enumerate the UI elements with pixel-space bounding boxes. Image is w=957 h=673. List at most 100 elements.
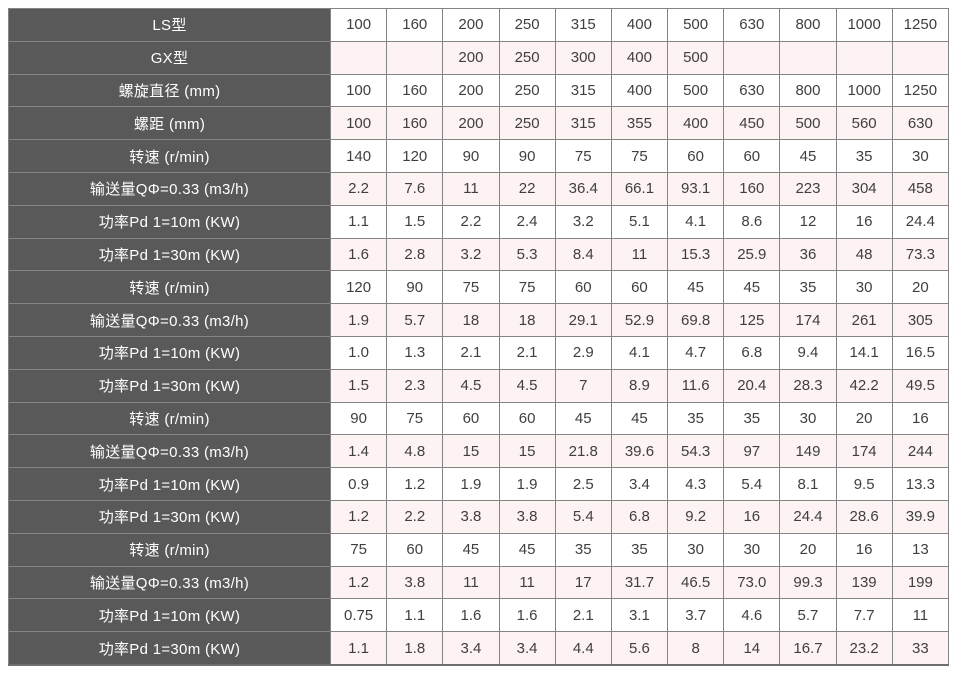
data-cell: 200 (442, 106, 500, 141)
data-cell: 5.7 (779, 598, 837, 633)
data-cell: 8.1 (779, 467, 837, 501)
data-cell: 5.6 (610, 631, 669, 666)
data-cell (723, 40, 781, 75)
data-cell: 1.9 (498, 467, 556, 501)
data-cell: 5.3 (498, 237, 556, 272)
data-cell: 223 (779, 171, 837, 206)
data-cell: 1.2 (386, 467, 444, 501)
data-cell: 45 (554, 401, 612, 436)
data-cell: 139 (835, 565, 893, 600)
data-cell: 300 (554, 40, 612, 75)
data-cell: 9.4 (779, 335, 837, 370)
data-cell: 73.3 (891, 237, 950, 272)
data-cell: 2.1 (498, 335, 556, 370)
data-cell: 2.2 (386, 499, 444, 534)
data-cell: 1.1 (386, 598, 444, 633)
table-row: LS型 100 160 200 250 315 400 500 630 800 1000 1250 (8, 8, 950, 42)
data-cell: 28.3 (779, 368, 837, 403)
row-header: 功率Pd 1=10m (KW) (8, 335, 331, 370)
data-cell (386, 40, 444, 75)
data-cell: 1.8 (386, 631, 444, 666)
data-cell: 1250 (891, 8, 950, 42)
data-cell: 17 (554, 565, 612, 600)
table-row: 转速 (r/min) 90 75 60 60 45 45 35 35 30 20 16 (8, 401, 950, 436)
data-cell: 261 (835, 303, 893, 337)
data-cell: 16 (891, 401, 950, 436)
data-cell: 250 (498, 40, 556, 75)
row-header: 功率Pd 1=30m (KW) (8, 499, 331, 534)
data-cell: 3.8 (442, 499, 500, 534)
data-cell: 304 (835, 171, 893, 206)
data-cell: 93.1 (667, 171, 725, 206)
data-cell: 11 (442, 565, 500, 600)
data-cell: 45 (610, 401, 669, 436)
data-cell: 9.2 (667, 499, 725, 534)
spec-table-wrapper: LS型 100 160 200 250 315 400 500 630 800 1000 1250 GX… (8, 8, 950, 666)
data-cell (835, 40, 893, 75)
data-cell: 120 (329, 270, 388, 305)
data-cell: 97 (723, 434, 781, 469)
data-cell: 200 (442, 73, 500, 108)
data-cell: 1.0 (329, 335, 388, 370)
data-cell: 1000 (835, 8, 893, 42)
data-cell: 1.2 (329, 499, 388, 534)
data-cell: 7.6 (386, 171, 444, 206)
data-cell: 75 (554, 139, 612, 173)
data-cell: 174 (779, 303, 837, 337)
data-cell: 30 (723, 532, 781, 567)
data-cell: 3.8 (386, 565, 444, 600)
data-cell: 30 (891, 139, 950, 173)
data-cell: 20 (835, 401, 893, 436)
data-cell: 7.7 (835, 598, 893, 633)
data-cell: 35 (610, 532, 669, 567)
data-cell: 400 (610, 8, 669, 42)
data-cell: 125 (723, 303, 781, 337)
data-cell: 1.6 (442, 598, 500, 633)
data-cell: 200 (442, 40, 500, 75)
data-cell: 2.2 (442, 204, 500, 239)
data-cell: 15 (442, 434, 500, 469)
data-cell: 4.4 (554, 631, 612, 666)
data-cell: 35 (723, 401, 781, 436)
data-cell: 45 (667, 270, 725, 305)
data-cell: 1.5 (386, 204, 444, 239)
data-cell: 75 (329, 532, 388, 567)
data-cell: 2.2 (329, 171, 388, 206)
table-row: 功率Pd 1=30m (KW) 1.5 2.3 4.5 4.5 7 8.9 11.6 20.4 2… (8, 368, 950, 403)
data-cell: 100 (329, 8, 388, 42)
data-cell: 36 (779, 237, 837, 272)
data-cell: 35 (835, 139, 893, 173)
data-cell: 69.8 (667, 303, 725, 337)
data-cell: 39.9 (891, 499, 950, 534)
data-cell: 5.4 (554, 499, 612, 534)
table-row: 功率Pd 1=10m (KW) 1.0 1.3 2.1 2.1 2.9 4.1 4.7 6.8 9… (8, 335, 950, 370)
data-cell: 11 (498, 565, 556, 600)
data-cell (891, 40, 950, 75)
data-cell: 4.1 (610, 335, 669, 370)
data-cell: 16.7 (779, 631, 837, 666)
data-cell: 45 (723, 270, 781, 305)
data-cell: 1.5 (329, 368, 388, 403)
data-cell: 6.8 (610, 499, 669, 534)
row-header: 功率Pd 1=30m (KW) (8, 631, 331, 666)
table-row: 输送量QΦ=0.33 (m3/h) 1.9 5.7 18 18 29.1 52.9 69.8 1… (8, 303, 950, 337)
data-cell: 3.1 (610, 598, 669, 633)
data-cell: 12 (779, 204, 837, 239)
data-cell: 60 (442, 401, 500, 436)
data-cell: 315 (554, 8, 612, 42)
row-header: 功率Pd 1=30m (KW) (8, 237, 331, 272)
row-header: 功率Pd 1=10m (KW) (8, 204, 331, 239)
data-cell: 11 (442, 171, 500, 206)
data-cell: 16.5 (891, 335, 950, 370)
data-cell: 90 (386, 270, 444, 305)
data-cell: 305 (891, 303, 950, 337)
data-cell: 0.75 (329, 598, 388, 633)
row-header: 功率Pd 1=10m (KW) (8, 467, 331, 501)
data-cell: 24.4 (891, 204, 950, 239)
data-cell: 28.6 (835, 499, 893, 534)
data-cell: 100 (329, 73, 388, 108)
data-cell: 35 (554, 532, 612, 567)
table-row: 转速 (r/min) 120 90 75 75 60 60 45 45 35 30 20 (8, 270, 950, 305)
data-cell: 140 (329, 139, 388, 173)
data-cell: 1000 (835, 73, 893, 108)
